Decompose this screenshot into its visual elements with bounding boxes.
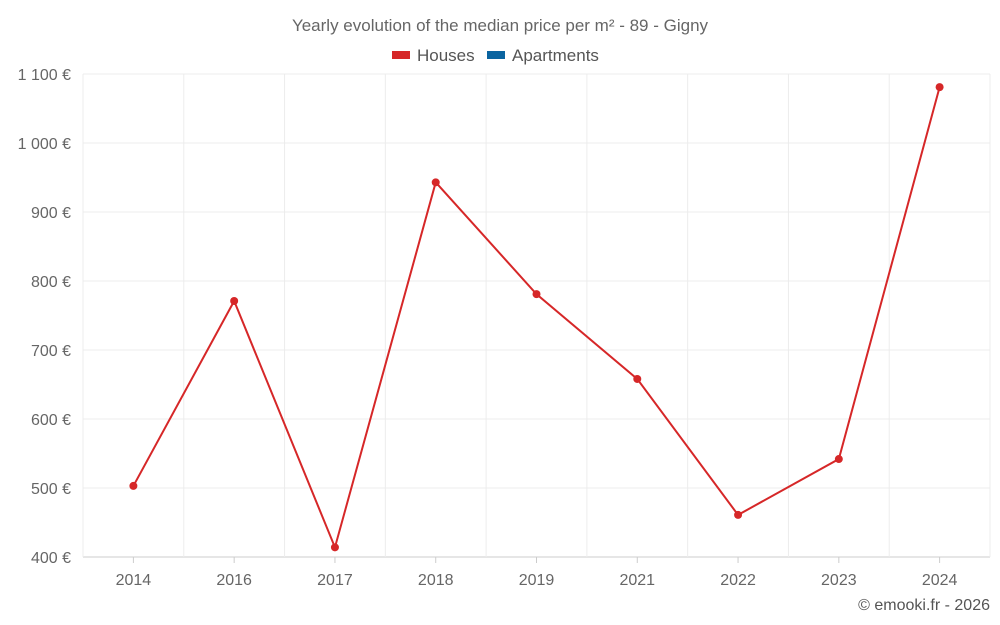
data-point-houses [431,178,440,187]
legend-swatch-apartments [487,51,505,59]
data-point-houses [935,83,944,92]
y-axis: 400 € 500 € 600 € 700 € 800 € 900 € 1 000 € 1 1… [18,67,71,567]
legend: Houses Apartments [392,46,599,65]
legend-label-houses: Houses [417,46,475,65]
grid [82,73,991,558]
y-tick-label: 800 € [31,274,71,291]
x-axis: 2014 2016 2017 2018 2019 2021 2022 2023 2024 [116,557,958,589]
series-line-houses [132,86,941,551]
x-tick-label: 2014 [116,572,152,589]
y-tick-label: 1 000 € [18,136,71,153]
y-tick-label: 700 € [31,343,71,360]
legend-item-houses[interactable]: Houses [392,46,475,65]
x-tick-label: 2016 [216,572,252,589]
x-tick-label: 2017 [317,572,353,589]
data-point-houses [230,297,239,306]
data-point-houses [633,374,642,383]
x-tick-label: 2024 [922,572,958,589]
y-tick-label: 900 € [31,205,71,222]
legend-label-apartments: Apartments [512,46,599,65]
x-tick-label: 2022 [720,572,756,589]
credit: © emooki.fr - 2026 [858,597,990,614]
x-tick-label: 2021 [619,572,655,589]
legend-item-apartments[interactable]: Apartments [487,46,599,65]
y-tick-label: 600 € [31,412,71,429]
chart-title: Yearly evolution of the median price per… [292,16,709,35]
series-houses [129,83,944,552]
x-tick-label: 2019 [519,572,555,589]
y-tick-label: 400 € [31,550,71,567]
y-tick-label: 500 € [31,481,71,498]
data-point-houses [330,543,339,552]
data-point-houses [734,510,743,519]
data-point-houses [129,481,138,490]
data-point-houses [834,455,843,464]
y-tick-label: 1 100 € [18,67,71,84]
legend-swatch-houses [392,51,410,59]
x-tick-label: 2018 [418,572,454,589]
x-tick-label: 2023 [821,572,857,589]
data-point-houses [532,290,541,299]
